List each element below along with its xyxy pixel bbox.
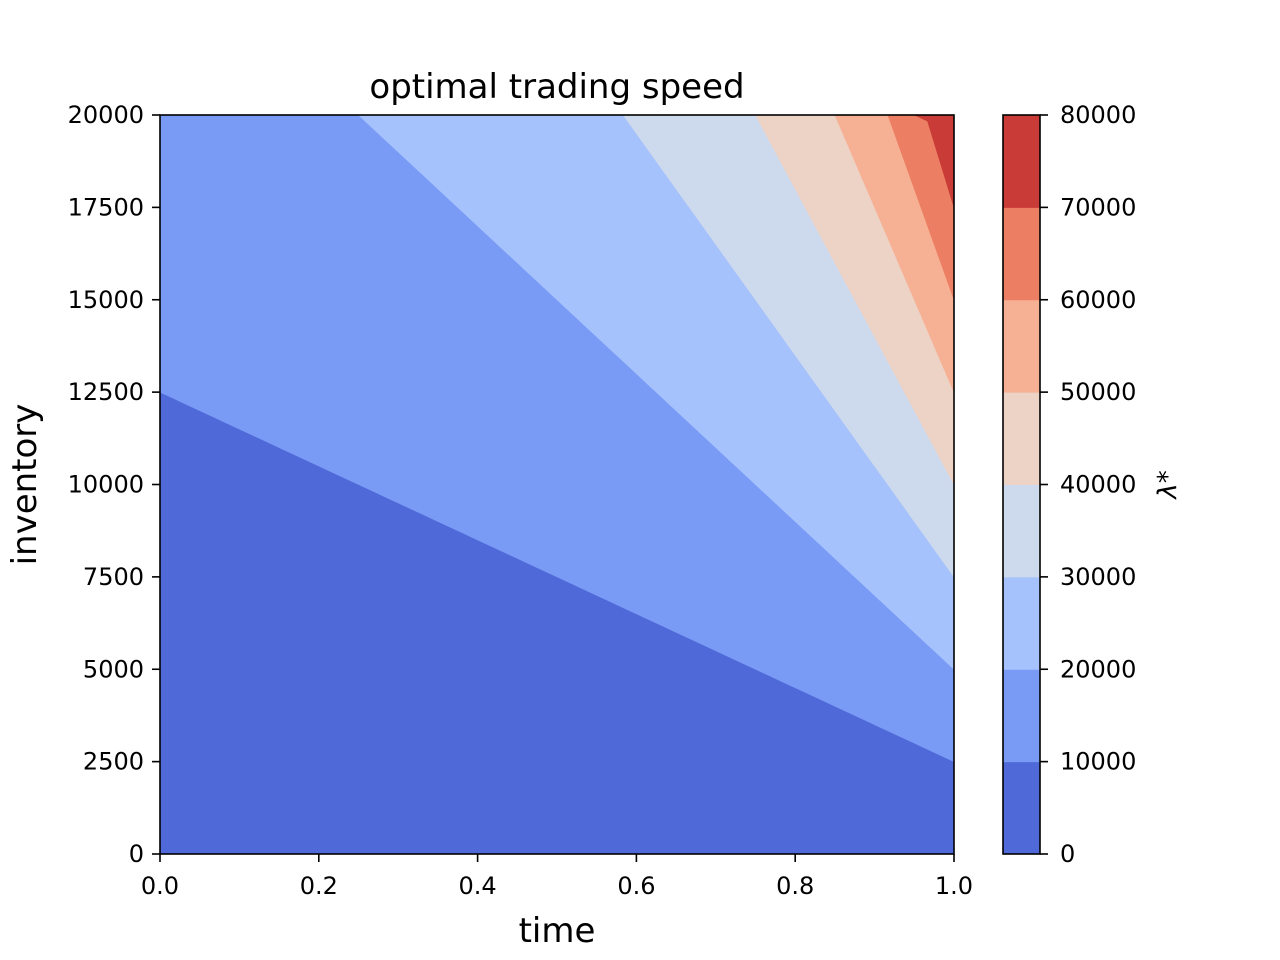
y-tick-label: 10000 — [68, 471, 144, 499]
x-tick-label: 0.2 — [300, 872, 338, 900]
x-tick-label: 0.6 — [617, 872, 655, 900]
colorbar-swatch-1 — [1003, 669, 1040, 763]
y-tick-label: 5000 — [83, 655, 144, 683]
x-axis-label: time — [519, 911, 596, 951]
colorbar-swatch-2 — [1003, 576, 1040, 670]
colorbar-swatch-3 — [1003, 484, 1040, 578]
colorbar-tick-label: 10000 — [1060, 748, 1136, 776]
x-tick-label: 0.4 — [459, 872, 497, 900]
colorbar-swatch-6 — [1003, 207, 1040, 301]
colorbar-tick-label: 20000 — [1060, 655, 1136, 683]
y-axis-label: inventory — [5, 404, 45, 566]
x-tick-label: 0.0 — [141, 872, 179, 900]
colorbar-tick-label: 50000 — [1060, 378, 1136, 406]
colorbar-tick-label: 60000 — [1060, 286, 1136, 314]
colorbar-swatch-7 — [1003, 115, 1040, 208]
contour-bands — [159, 114, 955, 855]
colorbar-swatch-0 — [1003, 761, 1040, 855]
x-tick-label: 1.0 — [935, 872, 973, 900]
colorbar-tick-label: 70000 — [1060, 193, 1136, 221]
y-tick-label: 12500 — [68, 378, 144, 406]
x-tick-label: 0.8 — [776, 872, 814, 900]
y-tick-label: 17500 — [68, 193, 144, 221]
y-tick-label: 2500 — [83, 748, 144, 776]
y-tick-label: 15000 — [68, 286, 144, 314]
colorbar-tick-label: 40000 — [1060, 471, 1136, 499]
x-axis-ticks: 0.0 0.2 0.4 0.6 0.8 1.0 — [141, 854, 973, 900]
y-tick-label: 20000 — [68, 101, 144, 129]
y-tick-label: 7500 — [83, 563, 144, 591]
colorbar-tick-label: 30000 — [1060, 563, 1136, 591]
colorbar-swatch-4 — [1003, 392, 1040, 485]
colorbar-label: λ* — [1153, 470, 1183, 500]
colorbar-swatch-5 — [1003, 299, 1040, 393]
chart-title: optimal trading speed — [369, 67, 744, 107]
colorbar-ticks: 0 10000 20000 30000 40000 50000 60000 70000 8000… — [1040, 101, 1136, 868]
y-tick-label: 0 — [129, 840, 144, 868]
colorbar-tick-label: 80000 — [1060, 101, 1136, 129]
colorbar-tick-label: 0 — [1060, 840, 1075, 868]
colorbar-swatches — [1003, 115, 1040, 855]
y-axis-ticks: 0 2500 5000 7500 10000 12500 15000 17500 20000 — [68, 101, 160, 868]
